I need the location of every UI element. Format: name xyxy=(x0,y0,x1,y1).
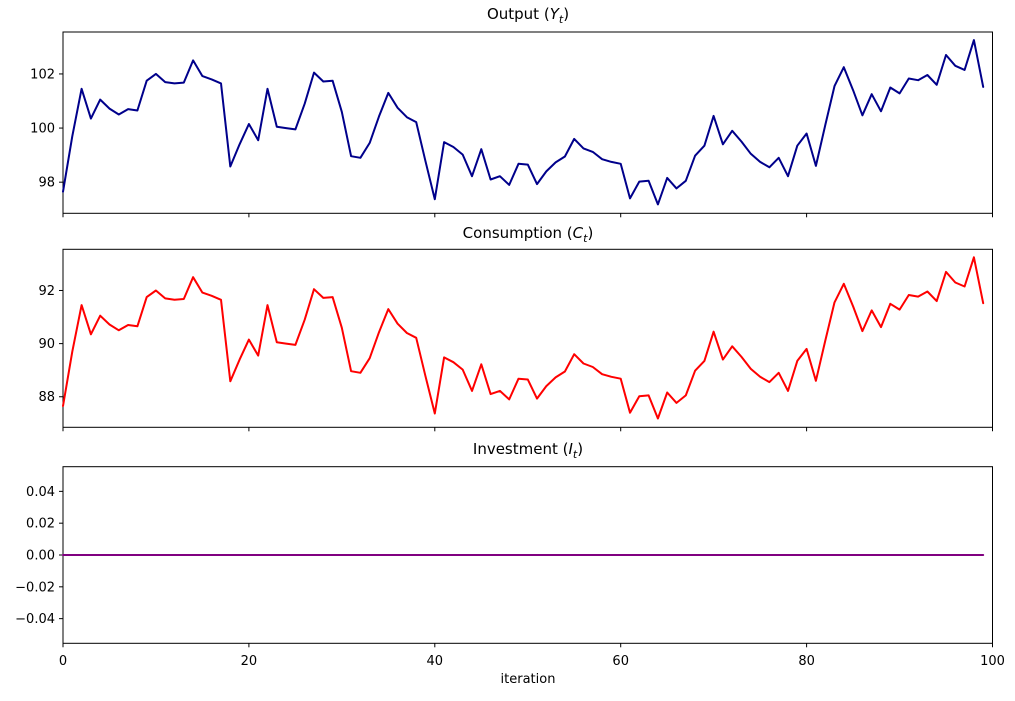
investment-y-tick-label: −0.02 xyxy=(15,580,55,595)
consumption-y-tick-label: 92 xyxy=(38,284,55,299)
x-tick-label: 100 xyxy=(980,654,1005,669)
title-text: Investment ( xyxy=(472,440,569,458)
output-y-tick-label: 98 xyxy=(38,176,55,191)
consumption-y-tick-label: 90 xyxy=(38,337,55,352)
investment-y-tick-label: 0.04 xyxy=(26,485,55,500)
title-text: ) xyxy=(577,440,584,458)
title-subscript: t xyxy=(583,232,588,245)
x-tick-label: 20 xyxy=(241,654,258,669)
title-variable: Y xyxy=(549,5,559,23)
output-y-tick-label: 100 xyxy=(30,122,55,137)
title-subscript: t xyxy=(572,448,578,461)
x-axis-label: iteration xyxy=(500,672,556,687)
title-text: Output ( xyxy=(486,5,550,23)
title-variable: C xyxy=(572,224,584,242)
consumption-plot-frame xyxy=(62,248,993,428)
investment-y-tick-label: −0.04 xyxy=(15,612,55,627)
title-subscript: t xyxy=(558,13,564,26)
consumption-y-tick-label: 88 xyxy=(38,390,55,405)
output-plot-frame xyxy=(62,31,993,214)
x-tick-label: 40 xyxy=(427,654,444,669)
title-text: ) xyxy=(587,224,594,242)
output-plot-title: Output (Yt) xyxy=(63,3,993,25)
x-tick-label: 0 xyxy=(59,654,67,669)
investment-plot-title: Investment (It) xyxy=(63,438,993,460)
consumption-line xyxy=(62,256,985,420)
x-tick-label: 60 xyxy=(612,654,629,669)
output-line xyxy=(62,39,985,206)
x-tick-label: 80 xyxy=(798,654,815,669)
investment-y-tick-label: 0.02 xyxy=(26,517,55,532)
investment-y-tick-label: 0.00 xyxy=(26,549,55,564)
consumption-plot-title: Consumption (Ct) xyxy=(63,222,993,244)
title-variable: I xyxy=(568,440,573,458)
title-text: Consumption ( xyxy=(462,224,573,242)
output-y-tick-label: 102 xyxy=(30,67,55,82)
title-text: ) xyxy=(563,5,570,23)
